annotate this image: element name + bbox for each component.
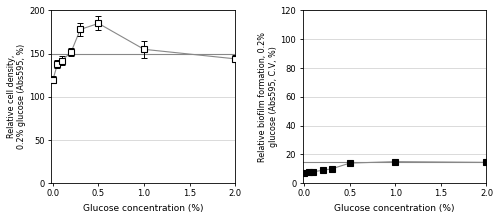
Y-axis label: Relative biofilm formation, 0.2%
glucose (Abs595, C.V, %): Relative biofilm formation, 0.2% glucose… (258, 32, 278, 162)
Y-axis label: Relative cell density,
0.2% glucose (Abs595, %): Relative cell density, 0.2% glucose (Abs… (7, 44, 26, 149)
X-axis label: Glucose concentration (%): Glucose concentration (%) (334, 204, 455, 213)
X-axis label: Glucose concentration (%): Glucose concentration (%) (83, 204, 204, 213)
